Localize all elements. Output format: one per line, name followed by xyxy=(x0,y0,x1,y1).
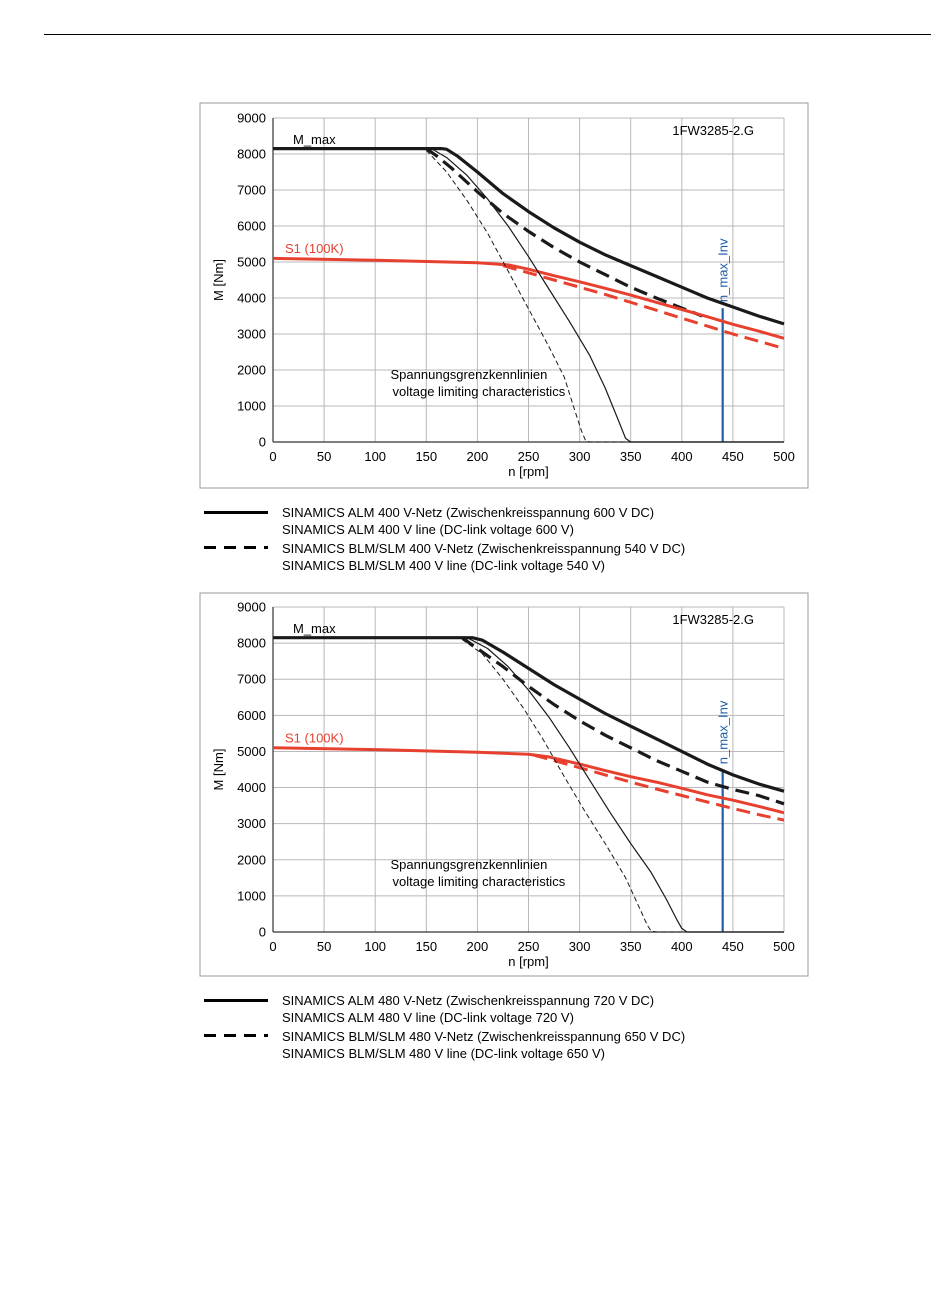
s1-label: S1 (100K) xyxy=(285,241,344,256)
series-vlim_blm xyxy=(425,150,723,443)
mmax-label: M_max xyxy=(293,621,336,636)
y-tick-label: 4000 xyxy=(237,291,266,306)
x-tick-label: 100 xyxy=(364,449,386,464)
series-vlim_blm xyxy=(461,639,723,933)
y-tick-label: 1000 xyxy=(237,888,266,903)
voltage-limit-label-de: Spannungsgrenzkennlinien xyxy=(391,857,548,872)
x-tick-label: 250 xyxy=(518,449,540,464)
x-tick-label: 400 xyxy=(671,939,693,954)
chart-480v: 0 50 100 150 200 250 300 350 400 450 5000100020003… xyxy=(199,592,809,977)
legend-solid-line xyxy=(204,511,268,514)
x-tick-label: 350 xyxy=(620,449,642,464)
chart-title: 1FW3285-2.G xyxy=(672,123,754,138)
y-tick-label: 9000 xyxy=(237,111,266,126)
series-vlim_alm xyxy=(466,637,784,933)
series-mmax_alm xyxy=(273,147,785,326)
voltage-limit-label-en: voltage limiting characteristics xyxy=(393,384,566,399)
x-tick-label: 450 xyxy=(722,939,744,954)
y-tick-label: 7000 xyxy=(237,183,266,198)
legend-dashed-line xyxy=(204,1034,268,1037)
legend-solid-line xyxy=(204,999,268,1002)
y-tick-label: 2000 xyxy=(237,363,266,378)
chart-frame xyxy=(199,592,809,977)
legend-label-de: SINAMICS ALM 480 V-Netz (Zwischenkreissp… xyxy=(282,993,655,1008)
mmax-label: M_max xyxy=(293,132,336,147)
legend-400v: SINAMICS ALM 400 V-Netz (Zwischenkreissp… xyxy=(200,504,820,576)
x-tick-label: 100 xyxy=(364,939,386,954)
series-mmax_blm xyxy=(461,636,785,806)
legend-label-de: SINAMICS BLM/SLM 400 V-Netz (Zwischenkre… xyxy=(282,541,686,556)
y-tick-label: 8000 xyxy=(237,636,266,651)
x-tick-label: 200 xyxy=(467,939,489,954)
x-tick-label: 50 xyxy=(317,939,331,954)
header-rule xyxy=(44,34,931,35)
legend-480v: SINAMICS ALM 480 V-Netz (Zwischenkreissp… xyxy=(200,992,820,1064)
x-tick-label: 500 xyxy=(773,449,795,464)
x-tick-label: 0 xyxy=(269,449,276,464)
legend-entry-alm: SINAMICS ALM 400 V-Netz (Zwischenkreissp… xyxy=(200,504,820,540)
x-tick-label: 250 xyxy=(518,939,540,954)
y-tick-label: 9000 xyxy=(237,600,266,615)
x-tick-label: 150 xyxy=(415,449,437,464)
y-tick-label: 0 xyxy=(259,435,266,450)
voltage-limit-label-en: voltage limiting characteristics xyxy=(393,874,566,889)
legend-entry-blm: SINAMICS BLM/SLM 480 V-Netz (Zwischenkre… xyxy=(200,1028,820,1064)
x-axis-label: n [rpm] xyxy=(508,954,548,969)
x-tick-label: 300 xyxy=(569,939,591,954)
x-tick-label: 500 xyxy=(773,939,795,954)
series-mmax_alm xyxy=(273,636,785,793)
series-mmax_blm xyxy=(425,147,703,318)
series-s1_blm xyxy=(502,264,785,350)
n-max-inv-label: n_max_Inv xyxy=(716,700,731,764)
legend-dashed-line xyxy=(204,546,268,549)
voltage-limit-label-de: Spannungsgrenzkennlinien xyxy=(391,367,548,382)
x-tick-label: 350 xyxy=(620,939,642,954)
x-tick-label: 450 xyxy=(722,449,744,464)
y-tick-label: 8000 xyxy=(237,147,266,162)
x-axis-label: n [rpm] xyxy=(508,464,548,479)
legend-entry-alm: SINAMICS ALM 480 V-Netz (Zwischenkreissp… xyxy=(200,992,820,1028)
legend-label-de: SINAMICS ALM 400 V-Netz (Zwischenkreissp… xyxy=(282,505,655,520)
x-tick-label: 150 xyxy=(415,939,437,954)
y-tick-label: 0 xyxy=(259,925,266,940)
y-tick-label: 5000 xyxy=(237,744,266,759)
y-tick-label: 6000 xyxy=(237,708,266,723)
series-vlim_alm xyxy=(431,148,784,443)
legend-entry-blm: SINAMICS BLM/SLM 400 V-Netz (Zwischenkre… xyxy=(200,540,820,576)
y-tick-label: 5000 xyxy=(237,255,266,270)
x-tick-label: 50 xyxy=(317,449,331,464)
chart-frame xyxy=(199,102,809,489)
x-tick-label: 300 xyxy=(569,449,591,464)
y-axis-label: M [Nm] xyxy=(211,749,226,791)
y-tick-label: 4000 xyxy=(237,780,266,795)
series-s1_alm xyxy=(272,256,785,340)
x-tick-label: 0 xyxy=(269,939,276,954)
n-max-inv-label: n_max_Inv xyxy=(716,238,731,302)
chart-title: 1FW3285-2.G xyxy=(672,612,754,627)
s1-label: S1 (100K) xyxy=(285,730,344,745)
legend-label-en: SINAMICS BLM/SLM 400 V line (DC-link vol… xyxy=(282,558,605,573)
x-tick-label: 400 xyxy=(671,449,693,464)
legend-label-en: SINAMICS ALM 400 V line (DC-link voltage… xyxy=(282,522,574,537)
y-axis-label: M [Nm] xyxy=(211,259,226,301)
y-tick-label: 1000 xyxy=(237,399,266,414)
y-tick-label: 3000 xyxy=(237,327,266,342)
series-s1_blm xyxy=(533,753,785,822)
y-tick-label: 7000 xyxy=(237,672,266,687)
x-tick-label: 200 xyxy=(467,449,489,464)
chart-400v: 0 50 100 150 200 250 300 350 400 450 5000100020003… xyxy=(199,102,809,489)
legend-label-de: SINAMICS BLM/SLM 480 V-Netz (Zwischenkre… xyxy=(282,1029,686,1044)
series-s1_alm xyxy=(272,746,785,815)
y-tick-label: 3000 xyxy=(237,816,266,831)
y-tick-label: 2000 xyxy=(237,852,266,867)
legend-label-en: SINAMICS ALM 480 V line (DC-link voltage… xyxy=(282,1010,574,1025)
y-tick-label: 6000 xyxy=(237,219,266,234)
legend-label-en: SINAMICS BLM/SLM 480 V line (DC-link vol… xyxy=(282,1046,605,1061)
